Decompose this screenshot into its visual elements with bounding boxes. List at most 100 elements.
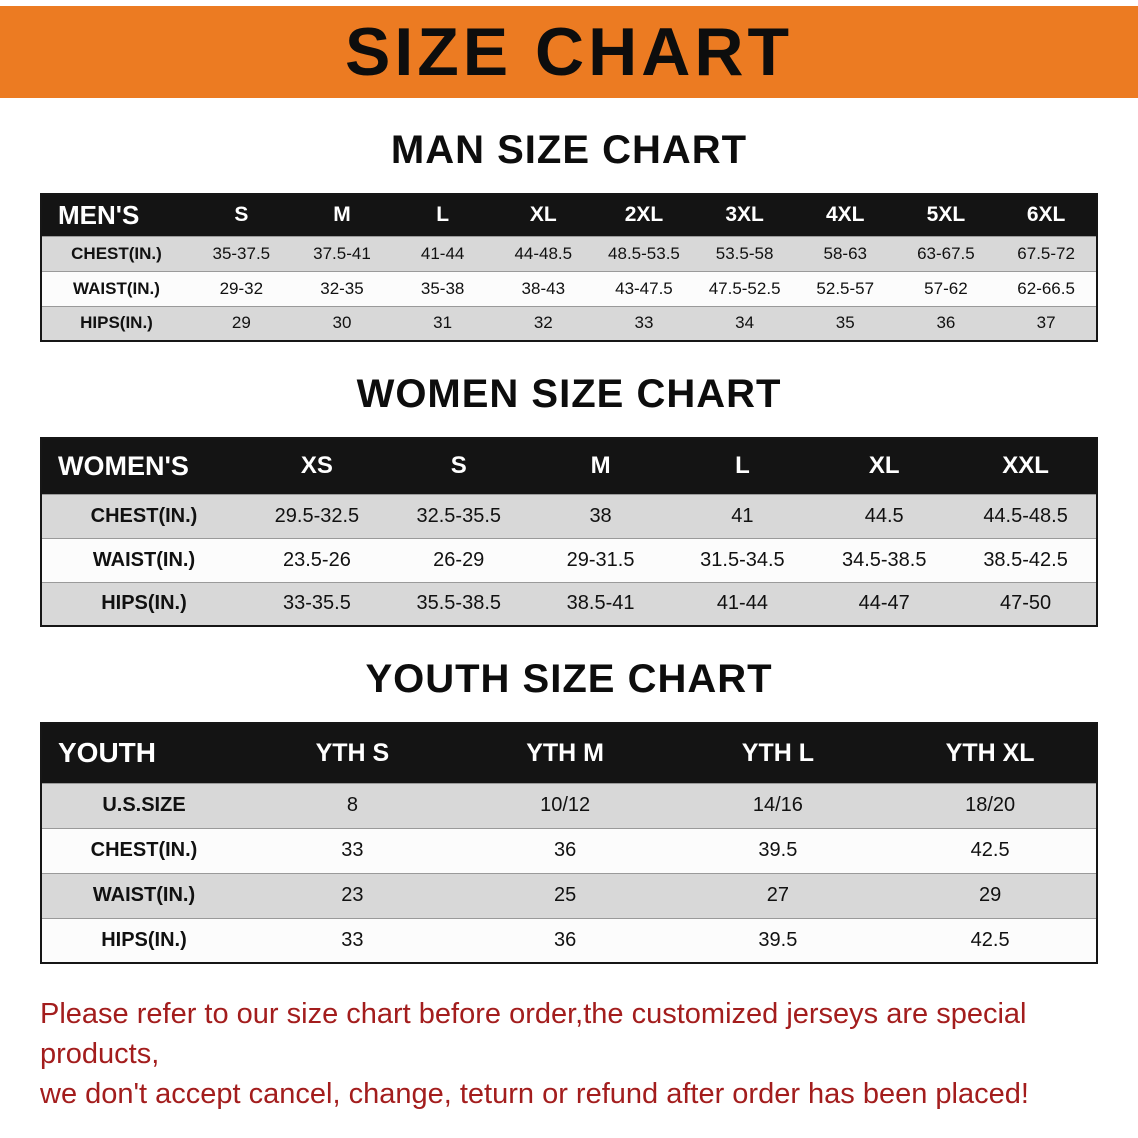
cell-value: 58-63 xyxy=(794,235,896,271)
row-label: HIPS(IN.) xyxy=(41,305,191,341)
footer-notice: Please refer to our size chart before or… xyxy=(40,994,1098,1114)
table-row: CHEST(IN.) 33 36 39.5 42.5 xyxy=(41,827,1097,873)
cell-value: 32 xyxy=(492,305,594,341)
banner-title: SIZE CHART xyxy=(345,14,793,90)
cell-value: 18/20 xyxy=(884,782,1097,828)
section-women: WOMEN SIZE CHART WOMEN'S XS S M L XL XXL CHEST(I… xyxy=(0,372,1138,627)
size-chart-sections: MAN SIZE CHART MEN'S S M L XL 2XL 3XL 4XL 5XL 6XL C… xyxy=(0,128,1138,964)
cell-value: 14/16 xyxy=(671,782,885,828)
row-label: WAIST(IN.) xyxy=(41,872,246,918)
column-header: XL xyxy=(868,452,900,480)
corner-label: MEN'S xyxy=(58,199,140,230)
cell-value: 36 xyxy=(458,827,672,873)
cell-value: 29-31.5 xyxy=(529,537,672,582)
cell-value: 30 xyxy=(291,305,393,341)
cell-value: 41-44 xyxy=(392,235,493,271)
row-label: HIPS(IN.) xyxy=(41,917,246,963)
table-row: CHEST(IN.) 29.5-32.5 32.5-35.5 38 41 44.5 44.5… xyxy=(41,493,1097,538)
cell-value: 33 xyxy=(246,827,459,873)
column-header: 4XL xyxy=(826,203,865,227)
cell-value: 33 xyxy=(593,305,695,341)
column-header: XXL xyxy=(1002,452,1049,480)
size-table-men: MEN'S S M L XL 2XL 3XL 4XL 5XL 6XL CHEST(IN.) 35-37… xyxy=(40,193,1098,342)
cell-value: 29.5-32.5 xyxy=(246,493,388,538)
column-header: YTH S xyxy=(315,738,390,767)
cell-value: 32-35 xyxy=(291,270,393,306)
cell-value: 33 xyxy=(246,917,459,963)
column-header: 6XL xyxy=(1026,203,1066,227)
size-table-women: WOMEN'S XS S M L XL XXL CHEST(IN.) 29.5-32.5 32.5… xyxy=(40,437,1098,627)
column-header: YTH XL xyxy=(945,738,1035,767)
table-row: WAIST(IN.) 23.5-26 26-29 29-31.5 31.5-34.5 34… xyxy=(41,537,1097,582)
table-row: WAIST(IN.) 23 25 27 29 xyxy=(41,872,1097,918)
cell-value: 35-38 xyxy=(392,270,493,306)
table-header-row: YOUTH YTH S YTH M YTH L YTH XL xyxy=(41,723,1097,783)
section-youth: YOUTH SIZE CHART YOUTH YTH S YTH M YTH L YTH … xyxy=(0,657,1138,964)
cell-value: 32.5-35.5 xyxy=(387,493,530,538)
cell-value: 48.5-53.5 xyxy=(593,235,695,271)
column-header: L xyxy=(436,203,450,227)
cell-value: 39.5 xyxy=(671,917,885,963)
cell-value: 37.5-41 xyxy=(291,235,393,271)
cell-value: 10/12 xyxy=(458,782,672,828)
corner-label: WOMEN'S xyxy=(58,450,189,481)
cell-value: 33-35.5 xyxy=(246,581,388,626)
row-label: CHEST(IN.) xyxy=(41,827,246,873)
cell-value: 34.5-38.5 xyxy=(813,537,956,582)
cell-value: 67.5-72 xyxy=(996,235,1097,271)
cell-value: 42.5 xyxy=(884,917,1097,963)
cell-value: 35.5-38.5 xyxy=(387,581,530,626)
column-header: M xyxy=(590,452,611,480)
cell-value: 36 xyxy=(895,305,997,341)
table-row: HIPS(IN.) 29 30 31 32 33 34 35 36 37 xyxy=(41,305,1097,341)
cell-value: 53.5-58 xyxy=(694,235,795,271)
row-label: WAIST(IN.) xyxy=(41,537,246,582)
section-heading-youth: YOUTH SIZE CHART xyxy=(365,657,773,701)
cell-value: 43-47.5 xyxy=(593,270,695,306)
cell-value: 38.5-42.5 xyxy=(955,537,1097,582)
cell-value: 62-66.5 xyxy=(996,270,1097,306)
cell-value: 38-43 xyxy=(492,270,594,306)
cell-value: 29 xyxy=(884,872,1097,918)
cell-value: 25 xyxy=(458,872,672,918)
corner-label: YOUTH xyxy=(58,737,156,769)
table-header-row: WOMEN'S XS S M L XL XXL xyxy=(41,438,1097,494)
column-header: YTH M xyxy=(526,738,605,767)
cell-value: 38.5-41 xyxy=(529,581,672,626)
column-header: XL xyxy=(529,203,557,227)
cell-value: 31 xyxy=(392,305,493,341)
row-label: HIPS(IN.) xyxy=(41,581,246,626)
size-chart-page: SIZE CHART MAN SIZE CHART MEN'S S M L XL 2XL 3X… xyxy=(0,6,1138,1138)
size-table-youth: YOUTH YTH S YTH M YTH L YTH XL U.S.SIZE 8 10/12… xyxy=(40,722,1098,964)
cell-value: 35-37.5 xyxy=(191,235,292,271)
table-row: U.S.SIZE 8 10/12 14/16 18/20 xyxy=(41,782,1097,828)
cell-value: 23 xyxy=(246,872,459,918)
table-row: WAIST(IN.) 29-32 32-35 35-38 38-43 43-47.5 47.… xyxy=(41,270,1097,306)
notice-line-2: we don't accept cancel, change, teturn o… xyxy=(40,1078,1029,1111)
table-header-row: MEN'S S M L XL 2XL 3XL 4XL 5XL 6XL xyxy=(41,194,1097,236)
table-row: CHEST(IN.) 35-37.5 37.5-41 41-44 44-48.5 48.5… xyxy=(41,235,1097,271)
cell-value: 44-48.5 xyxy=(492,235,594,271)
cell-value: 29-32 xyxy=(191,270,292,306)
cell-value: 36 xyxy=(458,917,672,963)
cell-value: 38 xyxy=(529,493,672,538)
cell-value: 35 xyxy=(794,305,896,341)
cell-value: 39.5 xyxy=(671,827,885,873)
section-heading-men: MAN SIZE CHART xyxy=(390,128,748,172)
column-header: XS xyxy=(300,452,333,480)
section-heading-women: WOMEN SIZE CHART xyxy=(356,372,782,416)
column-header: M xyxy=(333,203,351,227)
cell-value: 26-29 xyxy=(387,537,530,582)
cell-value: 27 xyxy=(671,872,885,918)
cell-value: 44-47 xyxy=(813,581,956,626)
cell-value: 8 xyxy=(246,782,459,828)
notice-line-1: Please refer to our size chart before or… xyxy=(40,998,1027,1071)
row-label: CHEST(IN.) xyxy=(41,493,246,538)
table-row: HIPS(IN.) 33-35.5 35.5-38.5 38.5-41 41-44 44-… xyxy=(41,581,1097,626)
row-label: CHEST(IN.) xyxy=(41,235,191,271)
banner: SIZE CHART xyxy=(0,6,1138,98)
row-label: WAIST(IN.) xyxy=(41,270,191,306)
cell-value: 47.5-52.5 xyxy=(694,270,795,306)
column-header: L xyxy=(735,452,750,480)
cell-value: 44.5-48.5 xyxy=(955,493,1097,538)
